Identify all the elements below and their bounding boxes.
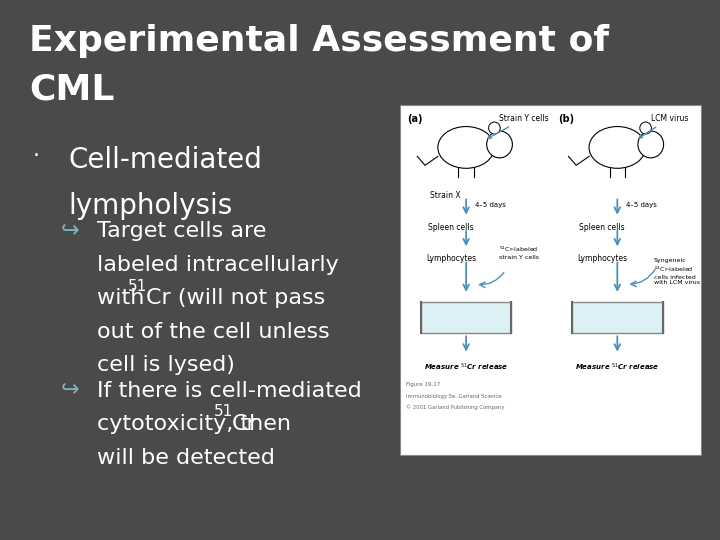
Text: Strain X: Strain X [430, 191, 460, 200]
Text: Cr: Cr [232, 414, 256, 434]
Text: 51: 51 [128, 279, 148, 294]
Text: Cell-mediated: Cell-mediated [68, 146, 262, 174]
Text: ↪: ↪ [61, 381, 80, 401]
Ellipse shape [640, 122, 652, 134]
Text: Target cells are: Target cells are [97, 221, 266, 241]
Text: Lymphocytes: Lymphocytes [577, 254, 627, 264]
Ellipse shape [438, 126, 495, 168]
Text: 4–5 days: 4–5 days [626, 202, 657, 208]
Text: Strain Y cells: Strain Y cells [488, 114, 549, 138]
Text: Syngeneic
$^{51}$Cr-labeled
cells infected
with LCM virus: Syngeneic $^{51}$Cr-labeled cells infect… [654, 258, 700, 285]
Text: $^{51}$Cr-labeled
strain Y cells: $^{51}$Cr-labeled strain Y cells [500, 245, 539, 260]
FancyBboxPatch shape [420, 302, 511, 333]
Text: CML: CML [29, 73, 114, 107]
Ellipse shape [489, 122, 500, 134]
Text: 51: 51 [214, 404, 233, 420]
Text: Spleen cells: Spleen cells [580, 223, 625, 232]
Text: out of the cell unless: out of the cell unless [97, 322, 330, 342]
Text: 4–5 days: 4–5 days [475, 202, 506, 208]
Text: Immunobiology 5e, Garland Science: Immunobiology 5e, Garland Science [405, 394, 501, 400]
Text: Cr (will not pass: Cr (will not pass [146, 288, 325, 308]
Text: Measure $^{51}$Cr release: Measure $^{51}$Cr release [575, 362, 660, 373]
Text: labeled intracellularly: labeled intracellularly [97, 255, 339, 275]
Text: with: with [97, 288, 152, 308]
Text: Experimental Assessment of: Experimental Assessment of [29, 24, 609, 58]
FancyBboxPatch shape [572, 302, 662, 333]
Text: © 2001 Garland Publishing Company: © 2001 Garland Publishing Company [405, 404, 504, 410]
Ellipse shape [589, 126, 646, 168]
Text: Measure $^{51}$Cr release: Measure $^{51}$Cr release [424, 362, 508, 373]
Text: cell is lysed): cell is lysed) [97, 355, 235, 375]
Text: ↪: ↪ [61, 221, 80, 241]
Text: lympholysis: lympholysis [68, 192, 233, 220]
Text: (b): (b) [559, 114, 575, 124]
Text: LCM virus: LCM virus [639, 114, 688, 138]
Text: (a): (a) [408, 114, 423, 124]
Ellipse shape [638, 131, 664, 158]
Text: Spleen cells: Spleen cells [428, 223, 474, 232]
Text: cytotoxicity, then: cytotoxicity, then [97, 414, 298, 434]
Ellipse shape [487, 131, 513, 158]
Text: ·: · [32, 146, 40, 166]
Text: If there is cell-mediated: If there is cell-mediated [97, 381, 362, 401]
Text: will be detected: will be detected [97, 448, 275, 468]
Text: Lymphocytes: Lymphocytes [426, 254, 476, 264]
Text: Figure 19.17: Figure 19.17 [405, 382, 440, 387]
